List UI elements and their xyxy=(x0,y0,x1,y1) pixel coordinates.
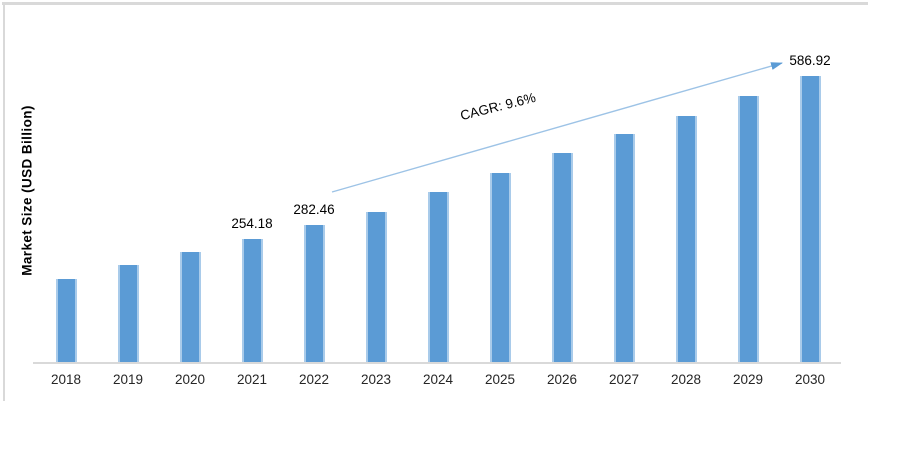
x-tick-label-2018: 2018 xyxy=(50,372,82,387)
bar-2021 xyxy=(241,239,263,363)
cagr-annotation: CAGR: 9.6% xyxy=(458,89,538,124)
bar-value-label-2021: 254.18 xyxy=(231,216,273,231)
x-tick-label-2024: 2024 xyxy=(422,372,454,387)
bar-2029 xyxy=(737,96,759,363)
bar-2024 xyxy=(427,192,449,363)
bar-value-label-2030: 586.92 xyxy=(789,53,831,68)
y-axis-title: Market Size (USD Billion) xyxy=(19,105,35,276)
bar-2025 xyxy=(489,173,511,363)
bar-2027 xyxy=(613,134,635,363)
bar-2022 xyxy=(303,225,325,363)
bar-2019 xyxy=(117,265,139,363)
x-tick-label-2022: 2022 xyxy=(298,372,330,387)
frame-top-border xyxy=(2,2,868,5)
x-tick-label-2028: 2028 xyxy=(670,372,702,387)
x-axis-line xyxy=(33,362,841,364)
bar-2020 xyxy=(179,252,201,363)
x-tick-label-2021: 2021 xyxy=(236,372,268,387)
x-tick-label-2030: 2030 xyxy=(794,372,826,387)
x-tick-label-2023: 2023 xyxy=(360,372,392,387)
bar-2023 xyxy=(365,212,387,363)
bar-2026 xyxy=(551,153,573,363)
bar-2028 xyxy=(675,116,697,363)
x-tick-label-2027: 2027 xyxy=(608,372,640,387)
bar-2018 xyxy=(55,279,77,363)
x-tick-label-2029: 2029 xyxy=(732,372,764,387)
x-tick-label-2025: 2025 xyxy=(484,372,516,387)
x-tick-label-2020: 2020 xyxy=(174,372,206,387)
x-tick-label-2019: 2019 xyxy=(112,372,144,387)
bar-2030 xyxy=(799,76,821,363)
frame-left-border xyxy=(3,3,5,401)
x-tick-label-2026: 2026 xyxy=(546,372,578,387)
bar-value-label-2022: 282.46 xyxy=(293,202,335,217)
